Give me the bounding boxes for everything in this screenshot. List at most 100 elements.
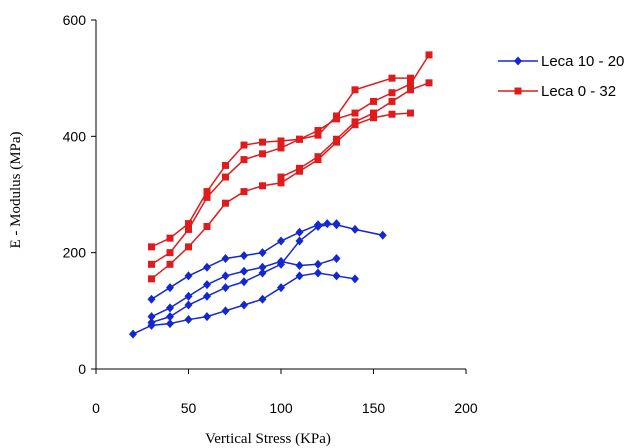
axes: 0 200 400 600 0 50 100 150 200 xyxy=(63,12,478,416)
square-marker xyxy=(370,114,377,122)
square-marker xyxy=(277,179,285,187)
square-marker xyxy=(388,97,396,105)
y-tick-label: 0 xyxy=(78,361,86,377)
diamond-marker xyxy=(221,253,230,263)
y-axis-title: E - Modulus (MPa) xyxy=(8,131,24,248)
square-marker xyxy=(296,164,303,172)
plot-area xyxy=(129,51,433,339)
square-marker xyxy=(388,89,396,97)
legend-label: Leca 10 - 20 xyxy=(541,53,624,70)
diamond-marker xyxy=(351,274,359,284)
diamond-marker xyxy=(166,319,174,329)
square-marker xyxy=(203,222,211,230)
diamond-marker xyxy=(184,315,193,325)
x-tick-label: 150 xyxy=(362,400,386,416)
series-line xyxy=(151,222,383,300)
diamond-marker xyxy=(258,268,267,278)
diamond-marker xyxy=(378,230,387,240)
diamond-marker xyxy=(147,320,156,330)
diamond-marker xyxy=(258,248,267,258)
x-tick-label: 0 xyxy=(92,400,100,416)
square-marker xyxy=(314,131,322,139)
square-marker xyxy=(148,260,155,268)
x-tick-label: 50 xyxy=(181,400,197,416)
square-marker xyxy=(166,234,174,242)
diamond-marker xyxy=(323,219,332,229)
y-tick-label: 400 xyxy=(63,128,87,144)
x-tick-label: 100 xyxy=(269,400,293,416)
square-marker xyxy=(425,51,433,59)
square-marker xyxy=(277,137,285,145)
square-marker xyxy=(222,199,229,207)
diamond-marker xyxy=(147,294,156,304)
square-marker xyxy=(185,243,192,251)
series-line xyxy=(151,77,411,248)
diamond-marker xyxy=(240,300,248,310)
square-marker xyxy=(259,150,266,158)
series-line xyxy=(280,82,430,178)
square-marker xyxy=(314,153,322,161)
square-marker xyxy=(240,188,248,196)
square-marker xyxy=(185,220,192,228)
legend-item: Leca 0 - 32 xyxy=(498,83,616,100)
series-1 xyxy=(148,51,433,283)
diamond-marker xyxy=(258,294,267,304)
diamond-marker xyxy=(221,271,230,281)
diamond-marker xyxy=(314,221,322,231)
square-marker xyxy=(277,173,285,181)
diamond-marker xyxy=(240,251,248,261)
diamond-marker xyxy=(203,291,211,301)
diamond-marker xyxy=(203,312,211,322)
diamond-marker xyxy=(184,271,193,281)
diamond-marker xyxy=(332,219,341,229)
diamond-marker xyxy=(514,56,522,66)
square-marker xyxy=(388,110,396,118)
square-marker xyxy=(407,80,414,88)
diamond-marker xyxy=(184,300,193,310)
diamond-marker xyxy=(258,262,267,272)
diamond-marker xyxy=(277,283,285,293)
diamond-marker xyxy=(166,283,174,293)
diamond-marker xyxy=(332,271,341,281)
diamond-marker xyxy=(332,253,341,263)
series-line xyxy=(151,54,430,265)
square-marker xyxy=(407,74,414,82)
square-marker xyxy=(370,109,377,117)
square-marker xyxy=(351,118,359,126)
square-marker xyxy=(296,135,303,143)
x-axis-title: Vertical Stress (KPa) xyxy=(205,431,331,447)
square-marker xyxy=(333,135,340,143)
diamond-marker xyxy=(314,259,322,269)
square-marker xyxy=(203,188,211,196)
square-marker xyxy=(388,74,396,82)
square-marker xyxy=(407,86,414,94)
diamond-marker xyxy=(277,236,285,246)
diamond-marker xyxy=(166,312,174,322)
square-marker xyxy=(203,193,211,201)
square-marker xyxy=(514,87,522,95)
square-marker xyxy=(148,275,155,283)
y-tick-label: 200 xyxy=(63,245,87,261)
square-marker xyxy=(240,156,248,164)
diamond-marker xyxy=(203,262,211,272)
diamond-marker xyxy=(203,280,211,290)
square-marker xyxy=(259,138,266,146)
square-marker xyxy=(351,86,359,94)
square-marker xyxy=(370,97,377,105)
square-marker xyxy=(277,144,285,152)
diamond-marker xyxy=(295,236,304,246)
square-marker xyxy=(222,161,229,169)
diamond-marker xyxy=(314,268,322,278)
diamond-marker xyxy=(277,259,285,269)
square-marker xyxy=(166,249,174,257)
square-marker xyxy=(240,141,248,149)
legend-label: Leca 0 - 32 xyxy=(541,83,616,100)
y-tick-label: 600 xyxy=(63,12,87,28)
legend-item: Leca 10 - 20 xyxy=(498,53,624,70)
square-marker xyxy=(351,109,359,117)
diamond-marker xyxy=(351,224,359,234)
square-marker xyxy=(185,225,192,233)
diamond-marker xyxy=(295,260,304,270)
diamond-marker xyxy=(221,283,230,293)
